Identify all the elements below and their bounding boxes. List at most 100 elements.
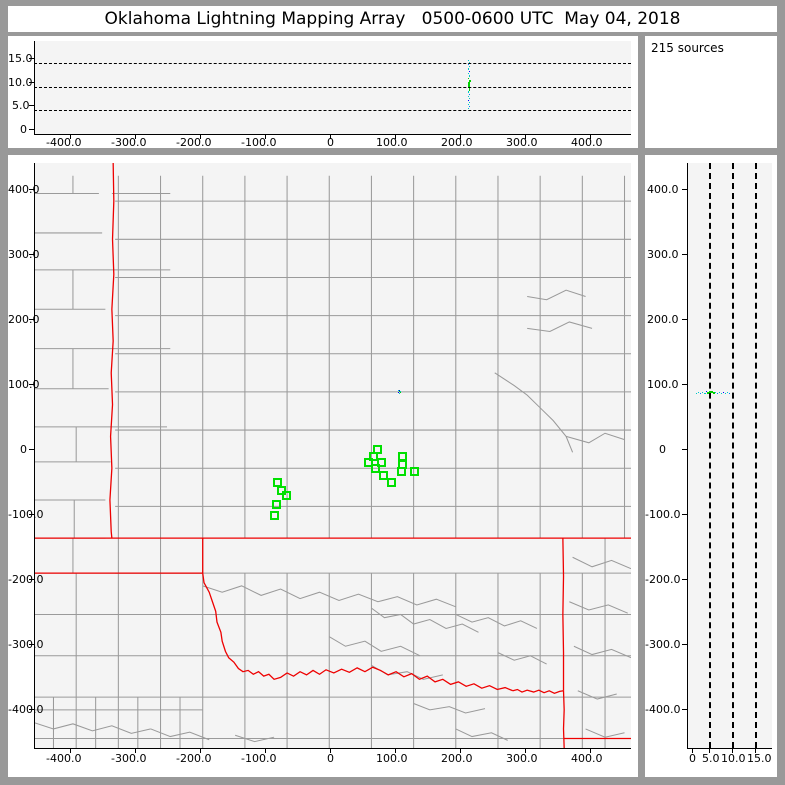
alt-x-axis [687, 748, 772, 749]
top-ylabel-10: 10.0 [8, 76, 33, 89]
alt-xlabel-5: 5.0 [702, 752, 720, 765]
top-xlabel--100: -100.0 [241, 136, 277, 149]
alt-ytick-0 [682, 449, 687, 450]
alt-ylabel-400: 400.0 [647, 183, 679, 196]
top-xlabel-100: 100.0 [376, 136, 408, 149]
alt-gridline-15 [755, 163, 757, 748]
map-ylabel-0: 0 [20, 443, 27, 456]
map-xlabel--100: -100.0 [241, 752, 277, 765]
alt-ylabel--100: -100.0 [645, 508, 681, 521]
top-xlabel-300: 300.0 [506, 136, 538, 149]
map-xtick--100 [265, 748, 266, 753]
plan-view-map-panel[interactable]: 400.0 300.0 200.0 100.0 0 -100.0 -200.0 … [8, 155, 638, 777]
map-xlabel-0: 0 [327, 752, 334, 765]
alt-ylabel--400: -400.0 [645, 703, 681, 716]
map-xtick-400 [590, 748, 591, 753]
map-ytick-400 [29, 189, 34, 190]
alt-gridline-10 [732, 163, 734, 748]
map-xtick--400 [70, 748, 71, 753]
station-marker [397, 467, 406, 476]
alt-panel-sources [696, 391, 730, 394]
top-ytick-15 [29, 58, 34, 59]
map-ytick--200 [29, 579, 34, 580]
map-xtick-100 [395, 748, 396, 753]
alt-ytick-300 [682, 254, 687, 255]
top-ylabel-15: 15.0 [8, 52, 33, 65]
map-geography [34, 163, 631, 748]
alt-ylabel-0: 0 [659, 443, 666, 456]
map-xtick-0 [330, 748, 331, 753]
top-xlabel-400: 400.0 [571, 136, 603, 149]
top-xlabel-200: 200.0 [441, 136, 473, 149]
alt-ylabel-200: 200.0 [647, 313, 679, 326]
top-xtick-300 [525, 134, 526, 139]
state-boundaries [34, 163, 631, 748]
map-xtick--300 [135, 748, 136, 753]
station-marker [282, 491, 291, 500]
map-ytick-0 [29, 449, 34, 450]
map-xlabel--400: -400.0 [46, 752, 82, 765]
map-ytick--300 [29, 644, 34, 645]
page-title: Oklahoma Lightning Mapping Array 0500-06… [104, 9, 681, 29]
altitude-vs-east-west-plot-area[interactable] [34, 41, 631, 134]
map-ylabel-300: 300.0 [8, 248, 40, 261]
map-xlabel-300: 300.0 [506, 752, 538, 765]
station-marker [364, 458, 373, 467]
alt-ylabel--300: -300.0 [645, 638, 681, 651]
station-marker [272, 500, 281, 509]
map-ylabel--300: -300.0 [8, 638, 44, 651]
top-panel-sources [468, 60, 471, 109]
map-xtick-300 [525, 748, 526, 753]
station-marker [270, 511, 279, 520]
map-xlabel--200: -200.0 [176, 752, 212, 765]
station-marker [371, 464, 380, 473]
station-marker [410, 467, 419, 476]
alt-ylabel-100: 100.0 [647, 378, 679, 391]
map-ylabel--100: -100.0 [8, 508, 44, 521]
map-ylabel-200: 200.0 [8, 313, 40, 326]
station-marker [377, 458, 386, 467]
map-xtick-200 [460, 748, 461, 753]
map-ytick-300 [29, 254, 34, 255]
map-ytick--100 [29, 514, 34, 515]
top-panel-x-axis [34, 134, 631, 135]
top-ylabel-0: 0 [20, 123, 27, 136]
alt-ytick--100 [682, 514, 687, 515]
gridline-5 [34, 110, 631, 111]
map-ylabel--200: -200.0 [8, 573, 44, 586]
title-bar: Oklahoma Lightning Mapping Array 0500-06… [8, 6, 777, 32]
map-ylabel-100: 100.0 [8, 378, 40, 391]
map-xtick--200 [200, 748, 201, 753]
alt-xlabel-0: 0 [689, 752, 696, 765]
alt-ylabel--200: -200.0 [645, 573, 681, 586]
alt-y-axis [687, 163, 688, 748]
top-xtick-400 [590, 134, 591, 139]
alt-xtick-0 [692, 748, 693, 753]
alt-xtick-15 [755, 748, 756, 753]
source-count-label: 215 sources [651, 41, 724, 55]
map-ytick--400 [29, 709, 34, 710]
map-ylabel--400: -400.0 [8, 703, 44, 716]
alt-ytick--400 [682, 709, 687, 710]
map-xlabel--300: -300.0 [111, 752, 147, 765]
altitude-vs-north-south-plot-area[interactable] [687, 163, 772, 748]
plan-view-map-plot-area[interactable] [34, 163, 631, 748]
station-marker [369, 452, 378, 461]
map-xlabel-200: 200.0 [441, 752, 473, 765]
top-xtick--100 [265, 134, 266, 139]
top-panel-y-axis [34, 41, 35, 134]
map-source-points [398, 390, 401, 394]
alt-ytick-200 [682, 319, 687, 320]
alt-xtick-5 [709, 748, 710, 753]
gridline-10 [34, 87, 631, 88]
map-ylabel-400: 400.0 [8, 183, 40, 196]
top-xlabel--300: -300.0 [111, 136, 147, 149]
alt-ytick--200 [682, 579, 687, 580]
altitude-vs-east-west-panel[interactable]: 15.0 10.0 5.0 0 -400.0 -300.0 -200.0 -10… [8, 36, 638, 149]
altitude-vs-north-south-panel[interactable]: 400.0 300.0 200.0 100.0 0 -100.0 -200.0 … [645, 155, 777, 777]
source-count-panel: 215 sources [645, 36, 777, 148]
top-ytick-10 [29, 82, 34, 83]
alt-ytick--300 [682, 644, 687, 645]
top-xtick-100 [395, 134, 396, 139]
